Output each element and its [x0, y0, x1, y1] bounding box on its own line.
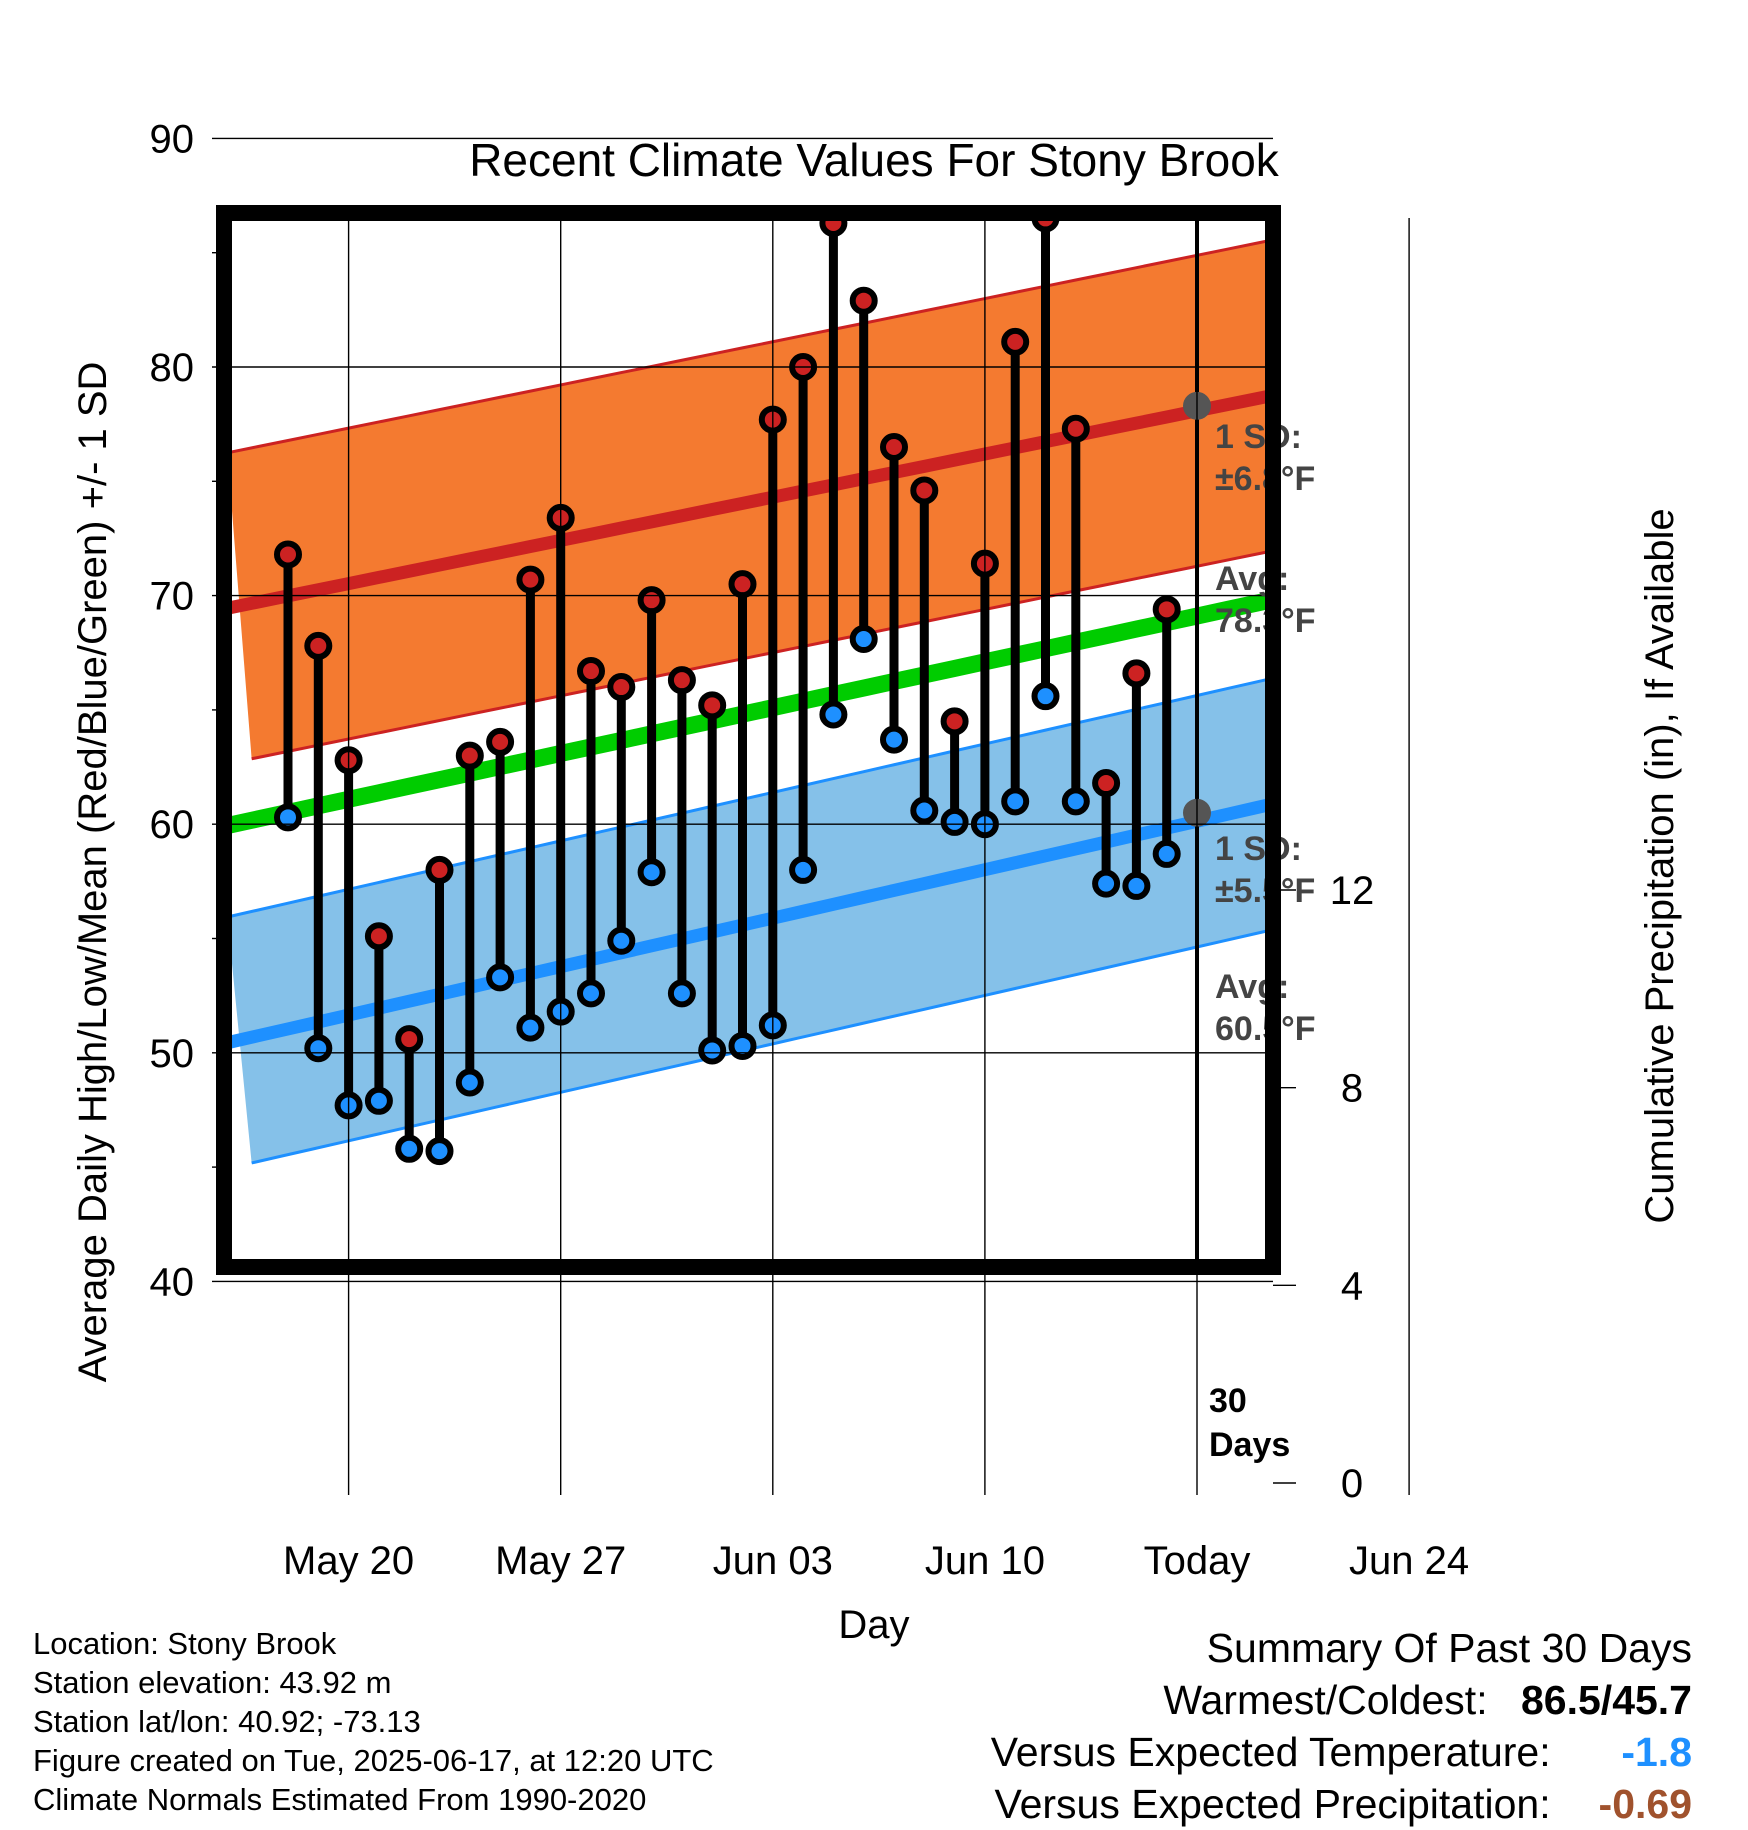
precip-anomaly-row: Versus Expected Precipitation: -0.69	[991, 1778, 1693, 1830]
low-point	[789, 855, 818, 884]
temp-anomaly-value: -1.8	[1621, 1729, 1692, 1775]
y-tick-label-40: 40	[150, 1260, 195, 1304]
low-point	[728, 1031, 757, 1060]
y2-axis-label: Cumulative Precipitation (in), If Availa…	[1638, 508, 1682, 1223]
x-tick-label-1: May 27	[495, 1539, 626, 1583]
chart-title: Recent Climate Values For Stony Brook	[469, 134, 1280, 186]
latlon-text: Station lat/lon: 40.92; -73.13	[33, 1704, 421, 1739]
high-point	[1092, 769, 1121, 798]
plot-frame	[216, 205, 1281, 1275]
low-point	[577, 979, 605, 1008]
today-period-label: Days	[1209, 1426, 1290, 1464]
high-point	[1001, 327, 1030, 356]
high-point	[1152, 595, 1181, 624]
low-sd-lower-edge	[251, 928, 1273, 1165]
x-tick-label-4: Today	[1144, 1539, 1251, 1583]
x-axis-label: Day	[838, 1603, 909, 1647]
low-point	[486, 963, 515, 992]
low-point	[1092, 869, 1121, 898]
mean-normal-line	[225, 590, 1273, 834]
high-point	[1061, 414, 1090, 443]
high-point	[455, 741, 484, 770]
high-sd-label: 1 SD:	[1215, 418, 1302, 456]
y2-tick-label-8: 8	[1341, 1067, 1363, 1111]
temp-anomaly-row: Versus Expected Temperature: -1.8	[991, 1726, 1692, 1778]
warmest-coldest-label: Warmest/Coldest:	[1163, 1677, 1488, 1723]
precip-anomaly-value: -0.69	[1598, 1781, 1692, 1827]
high-point	[425, 855, 454, 884]
high-point	[274, 540, 302, 569]
low-point	[1122, 871, 1151, 900]
low-sd-label: 1 SD:	[1215, 830, 1302, 868]
high-point	[728, 570, 757, 599]
plot-inner	[225, 213, 1273, 1468]
temp-anomaly-label: Versus Expected Temperature:	[990, 1729, 1551, 1775]
low-point	[667, 979, 696, 1008]
high-point	[577, 657, 605, 686]
today-period-label: 30	[1209, 1382, 1247, 1420]
low-point	[819, 700, 848, 729]
y2-tick-label-12: 12	[1330, 869, 1375, 913]
low-point	[1001, 787, 1030, 816]
low-point	[849, 625, 878, 654]
high-point	[667, 666, 696, 695]
low-point	[516, 1013, 545, 1042]
high-point	[698, 691, 727, 720]
high-point	[364, 922, 393, 951]
precip-anomaly-label: Versus Expected Precipitation:	[994, 1781, 1551, 1827]
created-text: Figure created on Tue, 2025-06-17, at 12…	[33, 1743, 714, 1778]
x-tick-label-2: Jun 03	[713, 1539, 833, 1583]
low-point	[304, 1034, 333, 1063]
high-point	[304, 631, 333, 660]
summary-heading: Summary Of Past 30 Days	[1206, 1625, 1692, 1671]
low-point	[1061, 787, 1090, 816]
low-point	[910, 796, 939, 825]
high-sd-lower-edge	[251, 549, 1273, 761]
y-tick-label-60: 60	[150, 803, 195, 847]
y-tick-label-90: 90	[150, 117, 195, 161]
x-tick-label-0: May 20	[283, 1539, 414, 1583]
high-point	[395, 1025, 424, 1054]
y2-tick-label-4: 4	[1341, 1264, 1363, 1308]
precip-area	[268, 1319, 1273, 1468]
high-point	[910, 476, 939, 505]
low-point	[364, 1086, 393, 1115]
low-point	[637, 858, 666, 887]
y-tick-label-70: 70	[150, 575, 195, 619]
y-tick-label-80: 80	[150, 346, 195, 390]
low-point	[1152, 839, 1181, 868]
high-point	[849, 286, 878, 315]
high-point	[940, 707, 969, 736]
low-point	[1031, 682, 1060, 711]
low-point	[455, 1068, 484, 1097]
low-point	[425, 1137, 454, 1166]
high-point	[516, 565, 545, 594]
warmest-coldest-value: 86.5/45.7	[1521, 1677, 1692, 1723]
y-tick-label-50: 50	[150, 1032, 195, 1076]
low-point	[607, 926, 636, 955]
high-point	[637, 586, 666, 615]
summary-panel: Summary Of Past 30 Days Warmest/Coldest:…	[991, 1622, 1692, 1830]
high-point	[486, 727, 515, 756]
normals-text: Climate Normals Estimated From 1990-2020	[33, 1782, 647, 1817]
high-point	[607, 673, 636, 702]
x-tick-label-3: Jun 10	[925, 1539, 1045, 1583]
y-axis-label: Average Daily High/Low/Mean (Red/Blue/Gr…	[71, 362, 115, 1383]
low-point	[698, 1036, 727, 1065]
low-point	[274, 803, 302, 832]
low-point	[395, 1134, 424, 1163]
warmest-coldest-row: Warmest/Coldest: 86.5/45.7	[991, 1674, 1692, 1726]
low-point	[940, 807, 969, 836]
y2-tick-label-0: 0	[1341, 1462, 1363, 1506]
x-tick-label-5: Jun 24	[1349, 1539, 1469, 1583]
location-text: Location: Stony Brook	[33, 1626, 337, 1661]
high-point	[1122, 659, 1151, 688]
station-info: Location: Stony Brook Station elevation:…	[33, 1624, 714, 1819]
low-point	[880, 725, 908, 754]
high-point	[880, 433, 908, 462]
elevation-text: Station elevation: 43.92 m	[33, 1665, 392, 1700]
